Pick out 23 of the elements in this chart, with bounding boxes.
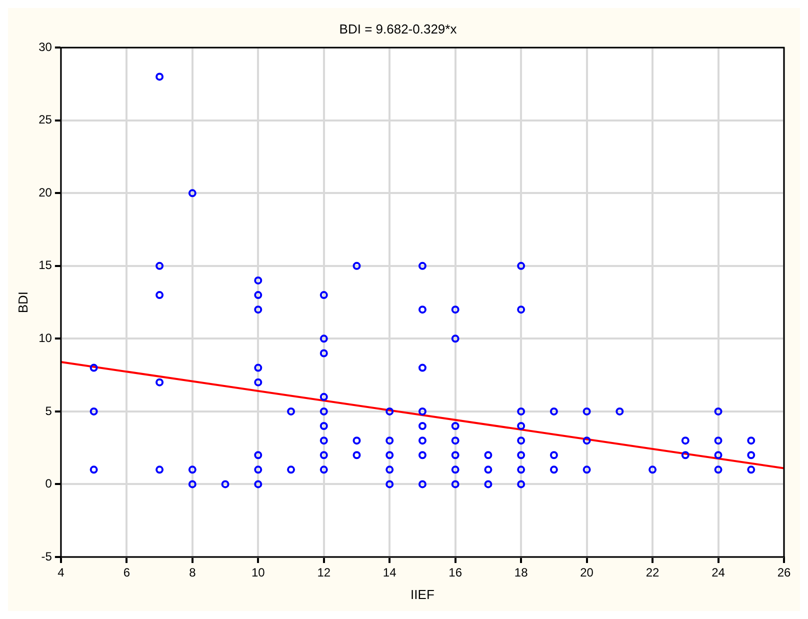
- y-axis-title: BDI: [15, 291, 30, 314]
- y-tick-label: 20: [38, 185, 52, 200]
- y-tick-label: 10: [38, 331, 52, 345]
- x-tick-label: 4: [58, 566, 65, 580]
- y-tick-label: 15: [38, 258, 52, 272]
- y-tick-label: 5: [45, 404, 52, 418]
- x-tick-label: 12: [317, 566, 331, 580]
- x-tick-label: 10: [251, 566, 266, 580]
- y-tick-label: 25: [38, 112, 52, 127]
- y-tick-label: 0: [45, 476, 52, 491]
- x-tick-label: 20: [580, 566, 594, 580]
- x-tick-label: 14: [382, 566, 397, 580]
- x-axis-title: IIEF: [410, 586, 434, 602]
- y-tick-label: -5: [41, 549, 52, 564]
- y-tick-label: 30: [38, 40, 52, 54]
- x-tick-label: 24: [712, 566, 726, 580]
- x-tick-label: 8: [189, 566, 196, 580]
- x-tick-label: 16: [448, 566, 462, 580]
- x-tick-label: 26: [777, 566, 791, 580]
- chart-title: BDI = 9.682-0.329*x: [339, 21, 458, 36]
- x-tick-label: 18: [514, 566, 528, 580]
- x-tick-label: 22: [646, 566, 660, 580]
- x-tick-label: 6: [123, 566, 130, 580]
